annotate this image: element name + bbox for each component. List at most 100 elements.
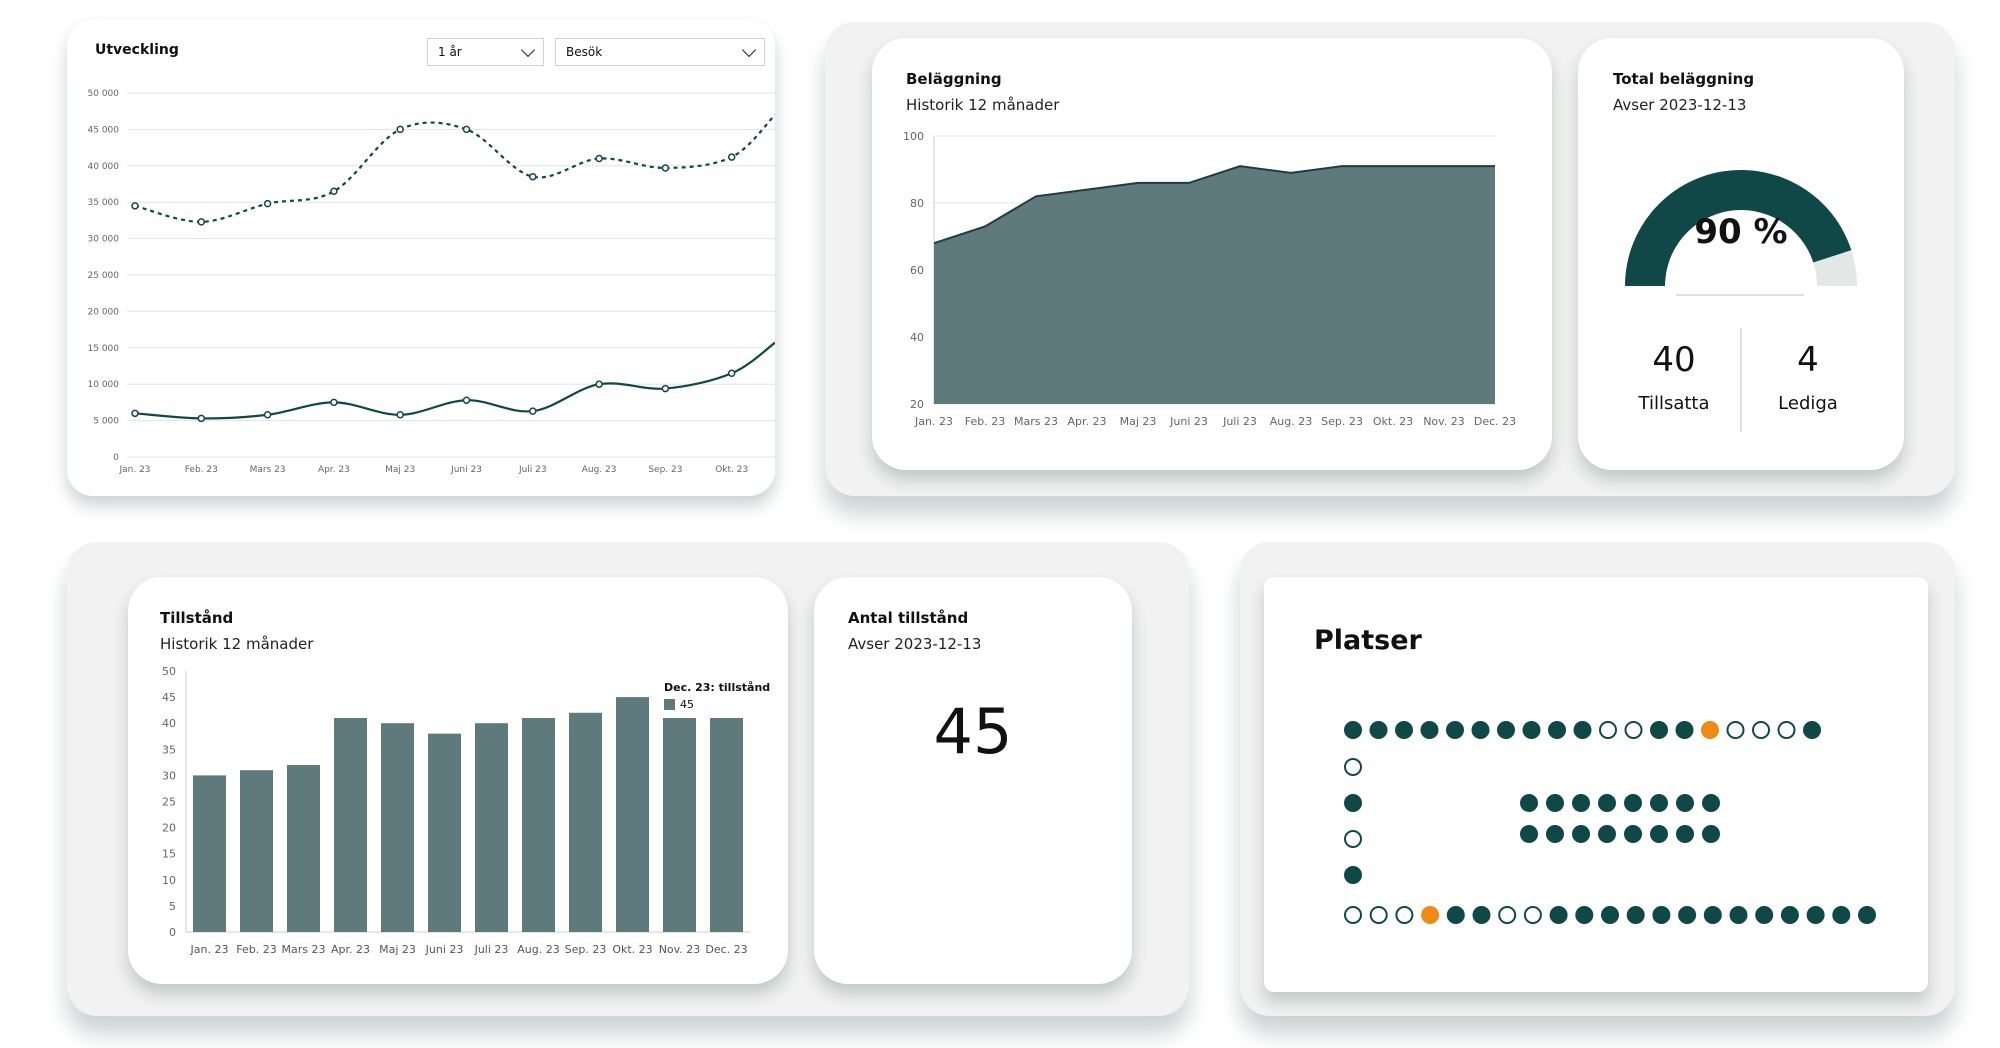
y-tick-label: 35 000	[88, 198, 120, 208]
x-tick-label: Feb. 23	[236, 943, 276, 956]
y-tick-label: 45 000	[88, 125, 120, 135]
parking-spot-free	[1599, 721, 1617, 739]
y-tick-label: 20	[162, 822, 176, 835]
y-tick-label: 10 000	[88, 380, 120, 390]
parking-spot-occupied	[1549, 906, 1568, 924]
y-tick-label: 100	[903, 130, 924, 143]
parking-spot-occupied	[1729, 906, 1748, 924]
x-tick-label: Nov. 23	[659, 943, 701, 956]
parking-spot-free	[1624, 721, 1643, 739]
x-tick-label: Aug. 23	[517, 943, 559, 956]
x-tick-label: Feb. 23	[185, 465, 218, 475]
data-point	[462, 125, 471, 134]
bar	[428, 733, 461, 932]
y-tick-label: 30 000	[88, 235, 120, 245]
parking-spot-occupied	[1803, 721, 1821, 739]
y-tick-label: 20	[910, 398, 924, 411]
metric-select-value: Besök	[566, 45, 603, 59]
data-point	[197, 414, 206, 423]
x-tick-label: Maj 23	[385, 465, 415, 475]
y-tick-label: 5 000	[93, 417, 119, 427]
data-point	[131, 409, 139, 418]
gauge-value: 90 %	[1694, 212, 1788, 252]
parking-spot-occupied	[1755, 906, 1774, 924]
x-tick-label: Jan. 23	[190, 943, 229, 956]
data-point	[396, 125, 404, 134]
bar	[616, 697, 649, 932]
parking-spot-free	[1344, 906, 1362, 924]
total-subtitle: Avser 2023-12-13	[1613, 96, 1747, 114]
parking-spot-occupied	[1344, 866, 1362, 884]
parking-spot-occupied	[1472, 906, 1491, 924]
x-tick-label: Jan. 23	[914, 415, 953, 428]
x-tick-label: Juni 23	[425, 943, 464, 956]
y-tick-label: 45	[162, 691, 176, 704]
utveckling-title: Utveckling	[95, 42, 179, 58]
belaggning-area-chart: 20 40 60 80 100 Jan. 23 Feb. 23 Mars 23 Apr. 23 M…	[903, 130, 1516, 428]
x-tick-label: Sep. 23	[648, 465, 682, 475]
free-label: Lediga	[1778, 393, 1838, 414]
y-tick-label: 0	[169, 926, 176, 939]
x-tick-label: Dec. 23	[705, 943, 747, 956]
y-tick-label: 40	[162, 717, 176, 730]
occupied-label: Tillsatta	[1638, 393, 1710, 414]
parking-spot-free	[1726, 721, 1745, 739]
total-belaggning-card: Total beläggning Avser 2023-12-13 90 % 4…	[1578, 38, 1904, 470]
x-tick-label: Juli 23	[474, 943, 509, 956]
x-tick-label: Juli 23	[518, 465, 547, 475]
bar	[663, 717, 696, 932]
tooltip-value: 45	[680, 698, 694, 711]
parking-spot-free	[1344, 830, 1362, 848]
data-point	[396, 411, 404, 419]
parking-spot-occupied	[1652, 906, 1671, 924]
tillstand-title: Tillstånd	[160, 609, 234, 627]
belaggning-title: Beläggning	[906, 70, 1002, 88]
data-point	[462, 396, 471, 404]
gauge-divider	[1676, 294, 1804, 296]
parking-spot-occupied	[1650, 825, 1668, 843]
x-tick-label: Sep. 23	[1321, 415, 1363, 428]
parking-spot-occupied	[1832, 906, 1851, 924]
parking-spot-occupied	[1572, 794, 1590, 812]
x-tick-label: Maj 23	[379, 943, 416, 956]
parking-spot-map	[1344, 721, 1876, 924]
parking-spot-free	[1777, 721, 1796, 739]
metric-select[interactable]: Besök	[555, 38, 765, 66]
antal-tillstand-card: Antal tillstånd Avser 2023-12-13 45	[814, 577, 1132, 984]
y-tick-label: 50 000	[88, 89, 120, 99]
x-tick-label: Mars 23	[250, 465, 286, 475]
parking-spot-occupied	[1446, 906, 1465, 924]
period-select[interactable]: 1 år	[427, 38, 544, 66]
x-tick-label: Apr. 23	[318, 465, 350, 475]
parking-spot-occupied	[1780, 906, 1799, 924]
data-point	[595, 154, 603, 163]
x-tick-label: Apr. 23	[331, 943, 370, 956]
x-tick-label: Juli 23	[1222, 415, 1257, 428]
parking-spot-occupied	[1522, 721, 1541, 739]
antal-title: Antal tillstånd	[848, 609, 969, 627]
data-point	[727, 153, 736, 161]
parking-spot-occupied	[1344, 721, 1362, 739]
parking-spot-occupied	[1471, 721, 1490, 739]
y-tick-label: 50	[162, 665, 176, 678]
series-line-dotted	[134, 114, 775, 223]
x-tick-label: Okt. 23	[612, 943, 652, 956]
parking-spot-occupied	[1344, 794, 1362, 812]
parking-spot-occupied	[1702, 794, 1720, 812]
bar	[334, 717, 367, 932]
bar	[381, 723, 414, 932]
belaggning-subtitle: Historik 12 månader	[906, 96, 1060, 114]
legend-swatch	[664, 699, 675, 710]
x-tick-label: Dec. 23	[1474, 415, 1516, 428]
parking-spot-occupied	[1678, 906, 1697, 924]
parking-spot-occupied	[1572, 825, 1590, 843]
antal-subtitle: Avser 2023-12-13	[848, 635, 982, 653]
parking-spot-free	[1498, 906, 1517, 924]
y-tick-label: 40	[910, 331, 924, 344]
x-tick-label: Juni 23	[1169, 415, 1208, 428]
parking-spot-occupied	[1806, 906, 1825, 924]
period-select-value: 1 år	[438, 45, 462, 59]
bar	[522, 717, 555, 932]
parking-spot-occupied	[1703, 906, 1722, 924]
x-tick-label: Nov. 23	[1423, 415, 1465, 428]
